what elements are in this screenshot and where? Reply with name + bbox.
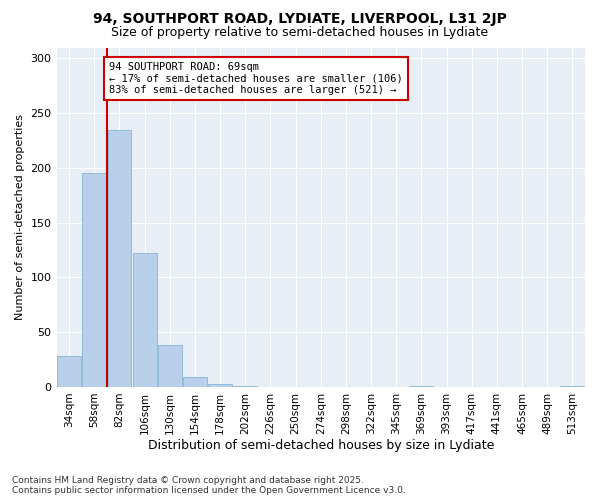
Bar: [183, 377, 207, 387]
Bar: [82, 174, 106, 387]
Bar: [233, 386, 257, 387]
Bar: [409, 386, 433, 387]
X-axis label: Distribution of semi-detached houses by size in Lydiate: Distribution of semi-detached houses by …: [148, 440, 494, 452]
Bar: [560, 386, 584, 387]
Text: Contains HM Land Registry data © Crown copyright and database right 2025.
Contai: Contains HM Land Registry data © Crown c…: [12, 476, 406, 495]
Bar: [208, 384, 232, 387]
Bar: [133, 254, 157, 387]
Bar: [57, 356, 81, 387]
Bar: [107, 130, 131, 387]
Text: 94, SOUTHPORT ROAD, LYDIATE, LIVERPOOL, L31 2JP: 94, SOUTHPORT ROAD, LYDIATE, LIVERPOOL, …: [93, 12, 507, 26]
Bar: [158, 346, 182, 387]
Text: 94 SOUTHPORT ROAD: 69sqm
← 17% of semi-detached houses are smaller (106)
83% of : 94 SOUTHPORT ROAD: 69sqm ← 17% of semi-d…: [109, 62, 403, 95]
Y-axis label: Number of semi-detached properties: Number of semi-detached properties: [15, 114, 25, 320]
Text: Size of property relative to semi-detached houses in Lydiate: Size of property relative to semi-detach…: [112, 26, 488, 39]
